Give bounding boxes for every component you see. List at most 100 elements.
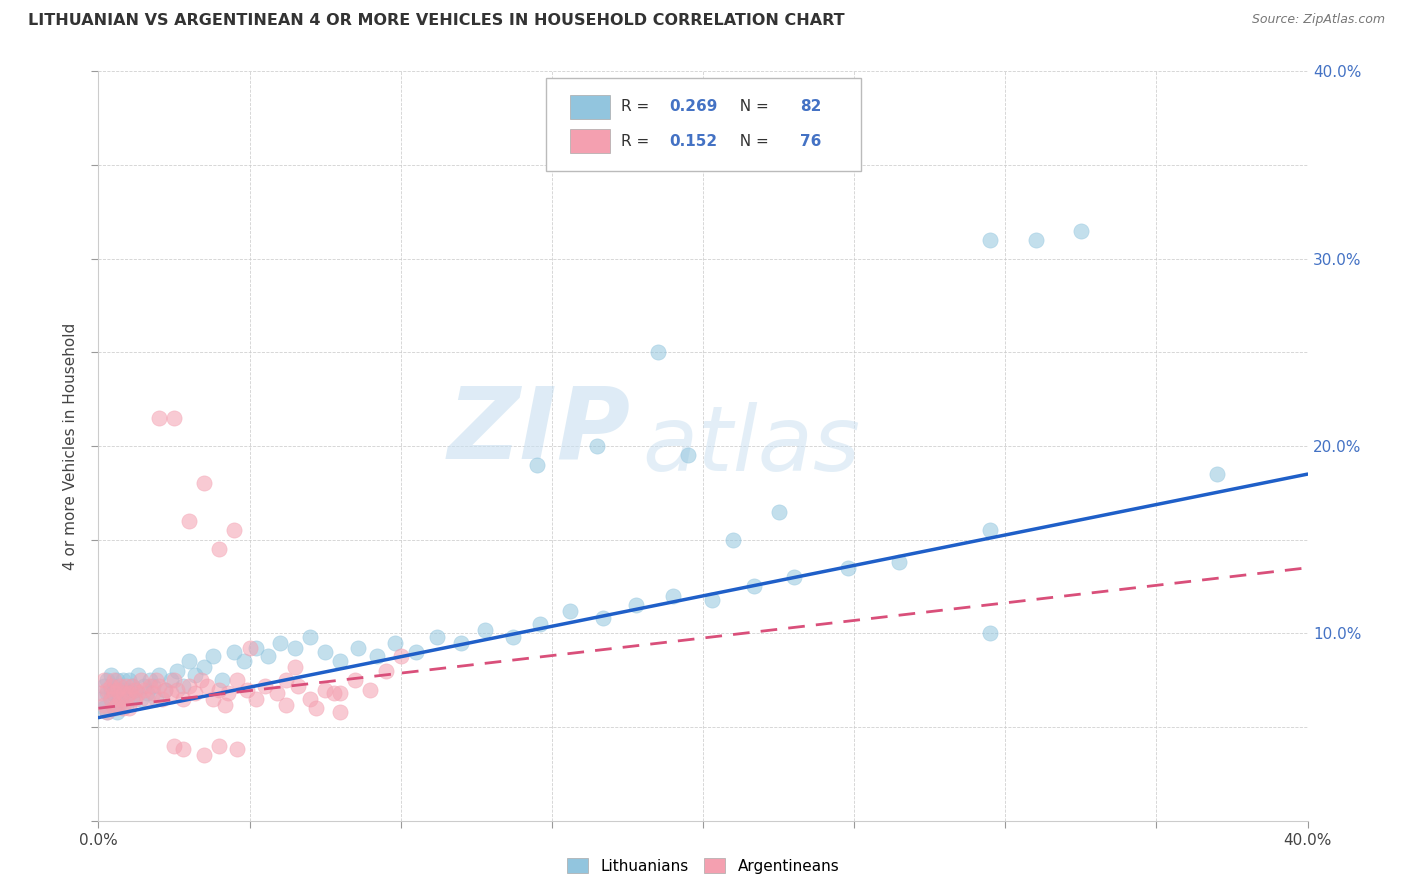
Point [142,686,165,700]
Point [592,611,614,625]
Point [299,692,322,706]
Point [148,679,170,693]
Point [450,635,472,649]
Point [558,604,581,618]
Point [105,673,128,688]
Point [239,641,262,656]
Point [224,524,246,538]
Point [96,682,118,697]
Point [160,686,183,700]
Text: N =: N = [730,134,773,149]
Point [1070,223,1092,237]
Point [93,698,115,712]
Point [103,701,125,715]
Point [90,692,112,706]
Point [647,345,669,359]
Point [529,617,551,632]
Point [193,747,215,762]
Point [661,589,683,603]
Point [232,655,254,669]
Text: LITHUANIAN VS ARGENTINEAN 4 OR MORE VEHICLES IN HOUSEHOLD CORRELATION CHART: LITHUANIAN VS ARGENTINEAN 4 OR MORE VEHI… [28,13,845,29]
Point [208,739,231,753]
Point [103,673,125,688]
Point [129,673,152,688]
Point [172,679,194,693]
Point [103,701,125,715]
Point [274,698,297,712]
Point [100,667,122,681]
Point [111,686,134,700]
Point [226,742,249,756]
Point [111,673,134,688]
Text: ZIP: ZIP [447,383,630,480]
Point [124,682,146,697]
Text: Source: ZipAtlas.com: Source: ZipAtlas.com [1251,13,1385,27]
Point [124,692,146,706]
Point [502,630,524,644]
Point [202,648,225,663]
Point [366,648,388,663]
Point [142,679,165,693]
Text: 82: 82 [800,99,821,114]
Point [586,439,609,453]
Point [184,667,207,681]
Point [132,679,155,693]
Point [166,664,188,678]
Point [121,679,143,693]
Point [837,561,859,575]
Point [979,524,1001,538]
Point [374,664,396,678]
Point [195,679,218,693]
Point [160,673,183,688]
Bar [569,129,610,153]
Point [105,705,128,719]
Point [129,692,152,706]
Point [783,570,806,584]
Point [245,692,267,706]
Point [347,641,370,656]
Point [474,623,496,637]
Y-axis label: 4 or more Vehicles in Household: 4 or more Vehicles in Household [63,322,77,570]
Point [124,682,146,697]
Point [329,705,352,719]
Point [103,686,125,700]
Point [145,692,167,706]
Point [163,411,186,425]
Point [93,673,115,688]
Point [139,673,162,688]
Point [405,645,427,659]
Point [211,673,233,688]
Legend: Lithuanians, Argentineans: Lithuanians, Argentineans [561,852,845,880]
Point [108,696,131,710]
Point [153,682,176,697]
Point [148,411,170,425]
Text: 76: 76 [800,134,821,149]
Point [179,655,201,669]
Point [100,682,122,697]
Point [105,692,128,706]
Point [100,692,122,706]
Point [100,679,122,693]
Point [145,673,167,688]
Point [253,679,276,693]
Text: 0.269: 0.269 [669,99,717,114]
Point [284,660,307,674]
Point [226,673,249,688]
Point [93,701,115,715]
Point [676,449,699,463]
Point [190,673,212,688]
Text: 0.152: 0.152 [669,134,717,149]
Point [100,692,122,706]
Point [127,667,149,681]
Point [118,686,141,700]
Point [224,645,246,659]
Point [305,701,328,715]
Point [179,679,201,693]
Point [208,542,231,557]
Point [314,645,336,659]
Point [214,698,236,712]
Point [108,682,131,697]
Point [235,682,257,697]
Point [744,580,766,594]
Point [163,673,186,688]
